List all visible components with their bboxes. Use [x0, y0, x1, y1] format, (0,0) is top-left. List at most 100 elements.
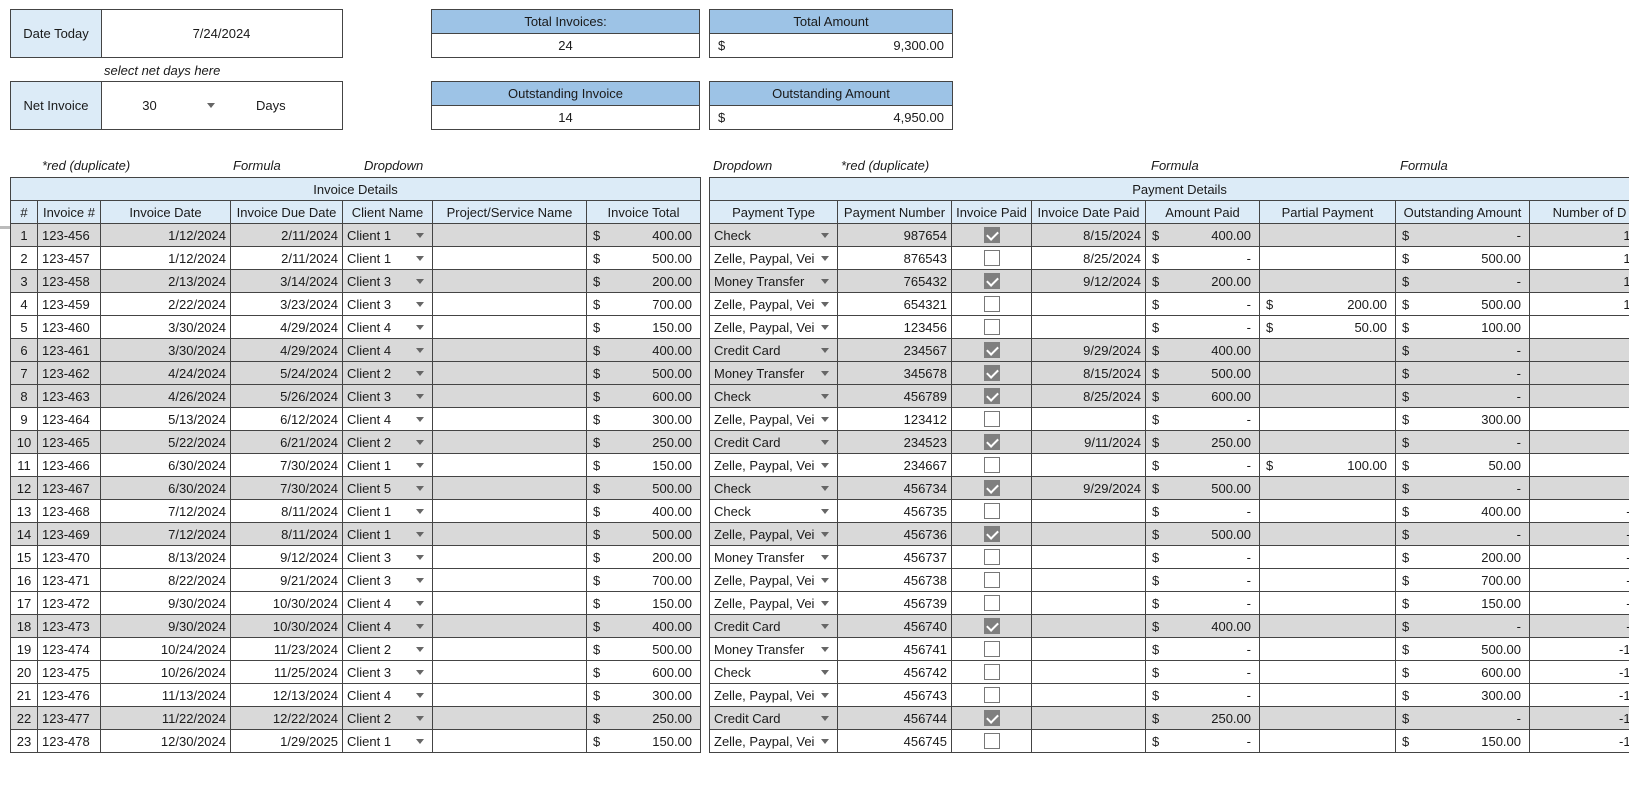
checkbox-checked[interactable]: [983, 434, 1000, 451]
checkbox-checked[interactable]: [983, 273, 1000, 290]
chevron-down-icon[interactable]: [821, 716, 829, 721]
invoice-total-cell[interactable]: $500.00: [585, 522, 702, 546]
chevron-down-icon[interactable]: [416, 716, 424, 721]
client-name-select[interactable]: Client 1: [342, 246, 433, 270]
invoice-date-cell[interactable]: 8/13/2024: [100, 545, 231, 569]
invoice-total-cell[interactable]: $500.00: [585, 246, 702, 270]
days-cell[interactable]: -98: [1528, 614, 1629, 638]
date-paid-cell[interactable]: [1031, 660, 1146, 684]
row-number-cell[interactable]: 4: [10, 292, 38, 316]
invoice-date-cell[interactable]: 10/24/2024: [100, 637, 231, 661]
payment-number-cell[interactable]: 456736: [837, 522, 952, 546]
outstanding-amount-cell[interactable]: $500.00: [1395, 292, 1530, 316]
payment-type-select[interactable]: Zelle, Paypal, Vei: [709, 729, 838, 753]
due-date-cell[interactable]: 12/22/2024: [230, 706, 343, 730]
project-name-cell[interactable]: [432, 522, 587, 546]
row-number-cell[interactable]: 1: [10, 223, 38, 247]
chevron-down-icon[interactable]: [416, 440, 424, 445]
payment-type-select[interactable]: Zelle, Paypal, Vei: [709, 683, 838, 707]
amount-paid-cell[interactable]: $600.00: [1145, 384, 1260, 408]
client-name-select[interactable]: Client 1: [342, 729, 433, 753]
invoice-date-cell[interactable]: 9/30/2024: [100, 614, 231, 638]
invoice-total-cell[interactable]: $700.00: [585, 568, 702, 592]
date-paid-cell[interactable]: 8/15/2024: [1031, 361, 1146, 385]
checkbox-checked[interactable]: [983, 526, 1000, 543]
payment-number-cell[interactable]: 765432: [837, 269, 952, 293]
invoice-date-cell[interactable]: 12/30/2024: [100, 729, 231, 753]
row-number-cell[interactable]: 8: [10, 384, 38, 408]
payment-number-cell[interactable]: 456744: [837, 706, 952, 730]
checkbox-unchecked[interactable]: [983, 250, 1000, 267]
partial-payment-cell[interactable]: [1259, 568, 1396, 592]
amount-paid-cell[interactable]: $ -: [1145, 637, 1260, 661]
row-number-cell[interactable]: 20: [10, 660, 38, 684]
partial-payment-cell[interactable]: [1259, 269, 1396, 293]
invoice-date-cell[interactable]: 7/12/2024: [100, 499, 231, 523]
days-cell[interactable]: -6: [1528, 476, 1629, 500]
outstanding-amount-cell[interactable]: $ -: [1395, 384, 1530, 408]
chevron-down-icon[interactable]: [416, 417, 424, 422]
project-name-cell[interactable]: [432, 315, 587, 339]
date-paid-cell[interactable]: [1031, 637, 1146, 661]
invoice-total-cell[interactable]: $600.00: [585, 384, 702, 408]
row-number-cell[interactable]: 15: [10, 545, 38, 569]
outstanding-amount-cell[interactable]: $200.00: [1395, 545, 1530, 569]
invoice-date-cell[interactable]: 2/22/2024: [100, 292, 231, 316]
days-cell[interactable]: -122: [1528, 637, 1629, 661]
partial-payment-cell[interactable]: [1259, 476, 1396, 500]
checkbox-unchecked[interactable]: [983, 572, 1000, 589]
partial-payment-cell[interactable]: [1259, 706, 1396, 730]
amount-paid-cell[interactable]: $ -: [1145, 315, 1260, 339]
outstanding-amount-cell[interactable]: $150.00: [1395, 729, 1530, 753]
invoice-date-cell[interactable]: 4/24/2024: [100, 361, 231, 385]
column-header-invoice-due-date[interactable]: Invoice Due Date: [230, 200, 343, 224]
client-name-select[interactable]: Client 1: [342, 223, 433, 247]
invoice-number-cell[interactable]: 123-456: [37, 223, 101, 247]
invoice-total-cell[interactable]: $150.00: [585, 729, 702, 753]
row-number-cell[interactable]: 22: [10, 706, 38, 730]
partial-payment-cell[interactable]: [1259, 223, 1396, 247]
days-cell[interactable]: 33: [1528, 430, 1629, 454]
date-paid-cell[interactable]: 9/11/2024: [1031, 430, 1146, 454]
invoice-total-cell[interactable]: $700.00: [585, 292, 702, 316]
invoice-date-cell[interactable]: 5/13/2024: [100, 407, 231, 431]
column-header-payment-number[interactable]: Payment Number: [837, 200, 952, 224]
invoice-date-cell[interactable]: 1/12/2024: [100, 246, 231, 270]
payment-number-cell[interactable]: 987654: [837, 223, 952, 247]
chevron-down-icon[interactable]: [821, 739, 829, 744]
invoice-number-cell[interactable]: 123-474: [37, 637, 101, 661]
chevron-down-icon[interactable]: [416, 279, 424, 284]
outstanding-amount-cell[interactable]: $ -: [1395, 430, 1530, 454]
invoice-total-cell[interactable]: $250.00: [585, 430, 702, 454]
invoice-number-cell[interactable]: 123-466: [37, 453, 101, 477]
outstanding-amount-cell[interactable]: $ -: [1395, 223, 1530, 247]
amount-paid-cell[interactable]: $ -: [1145, 660, 1260, 684]
chevron-down-icon[interactable]: [821, 440, 829, 445]
days-cell[interactable]: 86: [1528, 315, 1629, 339]
payment-number-cell[interactable]: 456739: [837, 591, 952, 615]
amount-paid-cell[interactable]: $ -: [1145, 453, 1260, 477]
column-header-invoice-paid[interactable]: Invoice Paid: [951, 200, 1032, 224]
checkbox-unchecked[interactable]: [983, 664, 1000, 681]
column-header-invoice-date-paid[interactable]: Invoice Date Paid: [1031, 200, 1146, 224]
days-cell[interactable]: -6: [1528, 453, 1629, 477]
client-name-select[interactable]: Client 4: [342, 683, 433, 707]
days-cell[interactable]: 61: [1528, 361, 1629, 385]
date-paid-cell[interactable]: [1031, 614, 1146, 638]
invoice-date-cell[interactable]: 6/30/2024: [100, 453, 231, 477]
days-cell[interactable]: -142: [1528, 683, 1629, 707]
project-name-cell[interactable]: [432, 476, 587, 500]
project-name-cell[interactable]: [432, 338, 587, 362]
checkbox-unchecked[interactable]: [983, 319, 1000, 336]
project-name-cell[interactable]: [432, 591, 587, 615]
days-cell[interactable]: 164: [1528, 246, 1629, 270]
chevron-down-icon[interactable]: [416, 325, 424, 330]
checkbox-checked[interactable]: [983, 388, 1000, 405]
amount-paid-cell[interactable]: $ -: [1145, 292, 1260, 316]
row-number-cell[interactable]: 19: [10, 637, 38, 661]
outstanding-amount-cell[interactable]: $ -: [1395, 614, 1530, 638]
amount-paid-cell[interactable]: $ -: [1145, 591, 1260, 615]
column-header-outstanding-amount[interactable]: Outstanding Amount: [1395, 200, 1530, 224]
row-number-cell[interactable]: 11: [10, 453, 38, 477]
checkbox-unchecked[interactable]: [983, 687, 1000, 704]
